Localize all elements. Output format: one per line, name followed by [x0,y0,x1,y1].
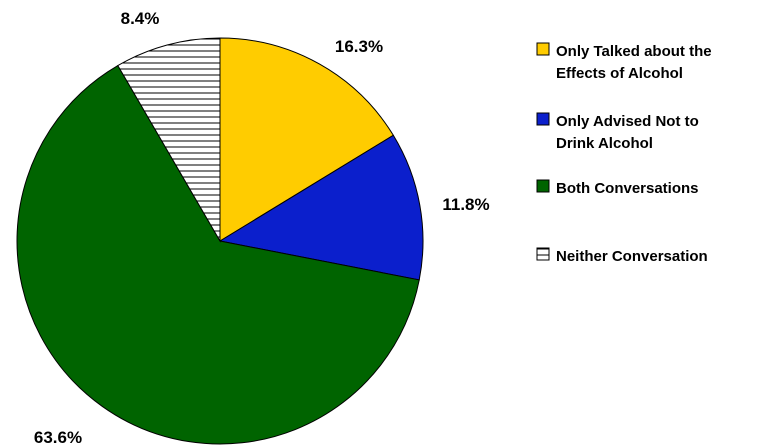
legend-item-talked: Only Talked about the Effects of Alcohol [536,42,712,82]
legend-swatch-advised [536,112,550,126]
legend-item-neither: Neither Conversation [536,247,708,265]
legend-label-line: Only Talked about the [556,43,712,60]
legend-label-line: Neither Conversation [556,248,708,265]
legend-label-neither: Neither Conversation [556,248,708,265]
pie-slice-advised [218,134,424,281]
slice-value-label-talked: 16.3% [335,37,383,56]
legend-item-both: Both Conversations [536,179,699,197]
legend-label-line: Both Conversations [556,180,699,197]
pie-slice-neither [117,37,221,243]
slice-value-labels: 16.3% 11.8% 63.6% 8.4% [34,9,490,446]
legend-label-line: Drink Alcohol [556,135,653,152]
pie-slices [16,37,424,445]
legend-label-line: Only Advised Not to [556,113,699,130]
slice-value-label-both: 63.6% [34,428,82,446]
legend-swatch-both [536,179,550,193]
legend-label-line: Effects of Alcohol [556,65,683,82]
legend: Only Talked about the Effects of AlcoholO… [536,42,712,265]
pie-slice-both [16,64,420,445]
legend-item-advised: Only Advised Not to Drink Alcohol [536,112,699,152]
legend-label-both: Both Conversations [556,180,699,197]
legend-label-talked: Only Talked about the Effects of Alcohol [556,43,712,82]
pie-slice-talked [219,37,394,242]
legend-swatch-talked [536,42,550,56]
legend-label-advised: Only Advised Not to Drink Alcohol [556,113,699,152]
slice-value-label-neither: 8.4% [121,9,160,28]
slice-value-label-advised: 11.8% [442,195,489,214]
legend-swatch-neither [536,247,550,261]
